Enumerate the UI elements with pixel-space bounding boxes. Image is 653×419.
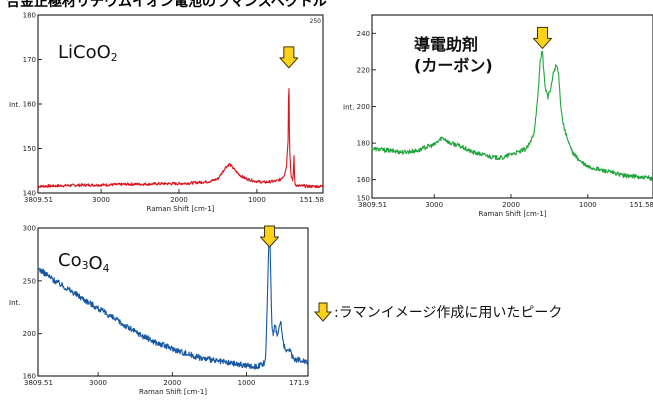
x-tick-label: 2000 bbox=[163, 379, 181, 387]
legend: :ラマンイメージ作成に用いたピーク bbox=[314, 300, 562, 324]
y-tick-label: 160 bbox=[357, 176, 370, 184]
figure-caption: 合金正極材リチウムイオン電池のラマンスペクトル bbox=[6, 0, 327, 10]
panel-title-part: 4 bbox=[103, 262, 110, 275]
y-tick-label: 250 bbox=[23, 277, 36, 285]
y-tick-label: 160 bbox=[23, 373, 36, 381]
y-tick-label: 150 bbox=[23, 145, 36, 153]
x-tick-label: 3809.51 bbox=[358, 201, 387, 209]
x-tick-label: 2000 bbox=[170, 196, 188, 204]
chart-carbon: 3809.51 3000 2000 1000 151.58 150 160 180 200 220… bbox=[343, 14, 653, 218]
x-tick-label: 3809.51 bbox=[24, 196, 53, 204]
y-tick-label: 200 bbox=[357, 103, 370, 111]
x-tick-label: 3000 bbox=[92, 196, 110, 204]
panel-title-part: 3 bbox=[82, 259, 89, 272]
legend-text: :ラマンイメージ作成に用いたピーク bbox=[334, 305, 563, 321]
x-tick-label: 2000 bbox=[502, 201, 520, 209]
panel-title-part: 2 bbox=[111, 51, 118, 64]
y-axis-label: Int. bbox=[343, 104, 354, 112]
y-tick-label: 180 bbox=[23, 12, 36, 20]
panel-title-part: LiCoO bbox=[58, 42, 111, 63]
x-tick-label: 171.9 bbox=[289, 379, 309, 387]
x-axis-label: Raman Shift [cm-1] bbox=[478, 210, 546, 218]
y-tick-label: 200 bbox=[23, 330, 36, 338]
y-tick-label: 180 bbox=[357, 140, 370, 148]
panel-title: Co3O4 bbox=[58, 250, 110, 275]
x-tick-label: 1000 bbox=[248, 196, 266, 204]
y-tick-label: 220 bbox=[357, 66, 370, 74]
y-tick-label: 150 bbox=[357, 195, 370, 203]
x-tick-label: 151.58 bbox=[630, 201, 653, 209]
x-tick-label: 151.58 bbox=[300, 196, 325, 204]
chart-licoo2: 3809.51 3000 2000 1000 151.58 140 150 160 170 180… bbox=[9, 12, 324, 214]
panel-title: LiCoO2 bbox=[58, 42, 118, 64]
chart-co3o4: 3809.51 3000 2000 1000 171.9 160 200 250 300 Rama… bbox=[9, 225, 309, 397]
panel-title-line: 導電助剤 bbox=[414, 35, 478, 54]
panel-title-part: Co bbox=[58, 250, 82, 271]
y-tick-label: 170 bbox=[23, 56, 36, 64]
peak-arrow-icon bbox=[279, 46, 299, 69]
y-tick-label: 300 bbox=[23, 225, 36, 233]
y-tick-label: 160 bbox=[23, 101, 36, 109]
y-tick-label: 240 bbox=[357, 30, 370, 38]
peak-arrow-icon bbox=[260, 225, 280, 248]
peak-arrow-icon bbox=[533, 26, 553, 49]
plot-frame bbox=[37, 227, 309, 377]
corner-label: 250 bbox=[310, 18, 322, 25]
spectrum-line bbox=[37, 238, 309, 370]
legend-arrow-icon bbox=[314, 302, 332, 322]
spectrum-line bbox=[37, 88, 324, 189]
panel-title-part: O bbox=[88, 253, 102, 274]
y-axis-label: Int. bbox=[9, 299, 20, 307]
x-tick-label: 3000 bbox=[425, 201, 443, 209]
y-axis-label: Int. bbox=[9, 101, 20, 109]
panel-title-line: (カーボン) bbox=[414, 56, 493, 75]
spectrum-line bbox=[371, 50, 653, 182]
y-tick-label: 140 bbox=[23, 190, 36, 198]
x-tick-label: 3000 bbox=[89, 379, 107, 387]
x-axis-label: Raman Shift [cm-1] bbox=[146, 205, 214, 213]
x-axis-label: Raman Shift [cm-1] bbox=[139, 388, 207, 396]
x-tick-label: 3809.51 bbox=[24, 379, 53, 387]
x-tick-label: 1000 bbox=[238, 379, 256, 387]
x-tick-label: 1000 bbox=[579, 201, 597, 209]
